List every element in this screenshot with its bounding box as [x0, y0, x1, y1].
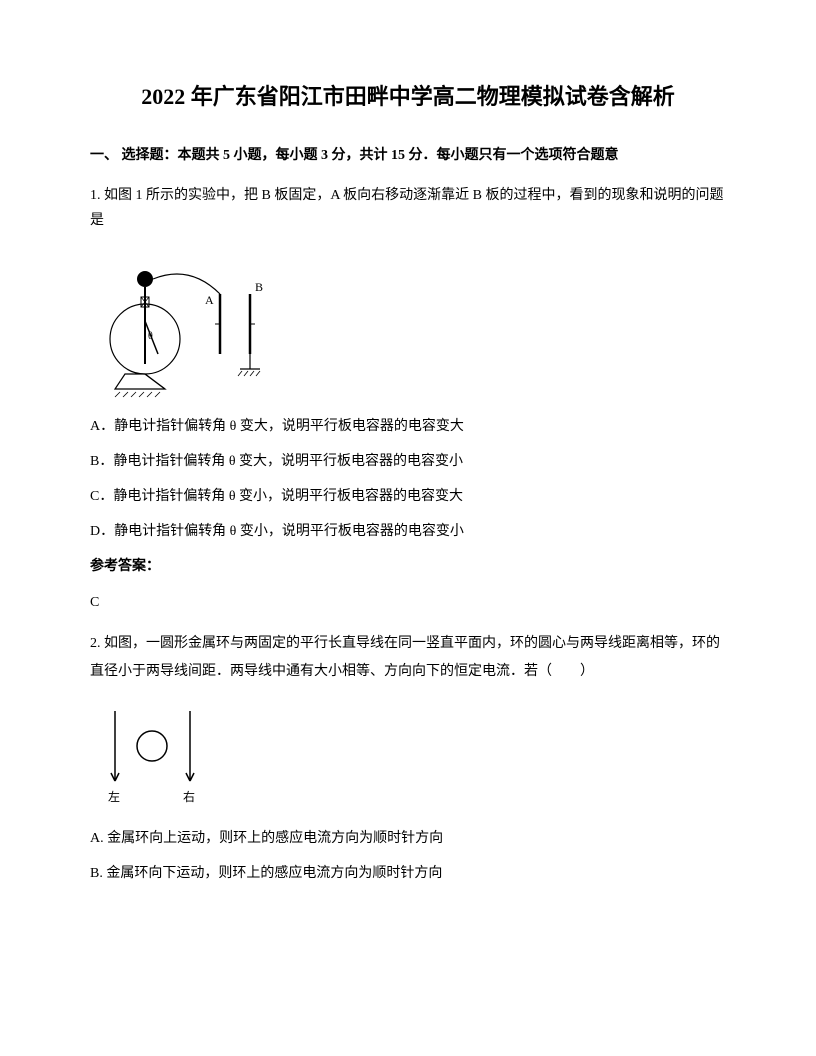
- section-header: 一、 选择题：本题共 5 小题，每小题 3 分，共计 15 分．每小题只有一个选…: [90, 143, 726, 168]
- right-label: 右: [183, 789, 195, 804]
- q1-option-c: C．静电计指针偏转角 θ 变小，说明平行板电容器的电容变大: [90, 484, 726, 509]
- plate-b-label: B: [255, 280, 263, 294]
- q1-option-b: B．静电计指针偏转角 θ 变大，说明平行板电容器的电容变小: [90, 449, 726, 474]
- q1-option-a: A．静电计指针偏转角 θ 变大，说明平行板电容器的电容变大: [90, 414, 726, 439]
- q1-option-d: D．静电计指针偏转角 θ 变小，说明平行板电容器的电容变小: [90, 519, 726, 544]
- q1-answer: C: [90, 590, 726, 615]
- page-title: 2022 年广东省阳江市田畔中学高二物理模拟试卷含解析: [90, 80, 726, 113]
- q2-intro: 2. 如图，一圆形金属环与两固定的平行长直导线在同一竖直平面内，环的圆心与两导线…: [90, 630, 726, 686]
- plate-a-label: A: [205, 293, 214, 307]
- q1-figure: θ A B: [90, 249, 726, 399]
- q2-option-b: B. 金属环向下运动，则环上的感应电流方向为顺时针方向: [90, 861, 726, 886]
- theta-label: θ: [148, 331, 153, 342]
- q1-intro: 1. 如图 1 所示的实验中，把 B 板固定，A 板向右移动逐渐靠近 B 板的过…: [90, 183, 726, 233]
- q2-option-a: A. 金属环向上运动，则环上的感应电流方向为顺时针方向: [90, 826, 726, 851]
- left-label: 左: [108, 789, 120, 804]
- q1-answer-label: 参考答案：: [90, 554, 726, 579]
- q2-figure: 左 右: [90, 701, 726, 811]
